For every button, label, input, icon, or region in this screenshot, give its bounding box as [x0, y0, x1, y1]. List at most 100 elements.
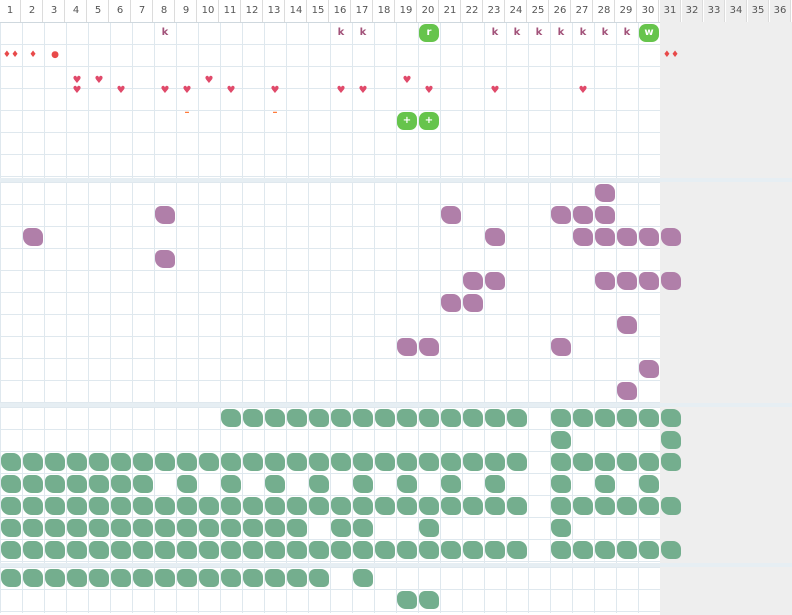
green-entry[interactable] [309, 541, 329, 559]
green-entry[interactable] [639, 541, 659, 559]
purple-entry[interactable] [661, 272, 681, 290]
green-entry[interactable] [353, 453, 373, 471]
green-entry[interactable] [309, 497, 329, 515]
k-marker[interactable]: k [579, 27, 587, 38]
purple-entry[interactable] [551, 338, 571, 356]
green-entry[interactable] [89, 541, 109, 559]
green-entry[interactable] [463, 453, 483, 471]
k-marker[interactable]: k [557, 27, 565, 38]
green-entry[interactable] [45, 453, 65, 471]
green-entry[interactable] [463, 409, 483, 427]
green-entry[interactable] [45, 569, 65, 587]
heart-marker[interactable]: ♥ [402, 75, 412, 86]
green-entry[interactable] [221, 497, 241, 515]
green-entry[interactable] [177, 497, 197, 515]
purple-entry[interactable] [23, 228, 43, 246]
green-entry[interactable] [661, 431, 681, 449]
purple-entry[interactable] [155, 206, 175, 224]
heart-marker[interactable]: ♥ [204, 75, 214, 86]
green-entry[interactable] [419, 453, 439, 471]
green-entry[interactable] [639, 409, 659, 427]
green-entry[interactable] [265, 409, 285, 427]
purple-entry[interactable] [441, 294, 461, 312]
green-entry[interactable] [595, 475, 615, 493]
purple-entry[interactable] [551, 206, 571, 224]
green-entry[interactable] [419, 541, 439, 559]
dash-marker[interactable]: – [272, 107, 278, 118]
green-entry[interactable] [243, 569, 263, 587]
green-entry[interactable] [573, 497, 593, 515]
green-entry[interactable] [595, 541, 615, 559]
purple-entry[interactable] [485, 272, 505, 290]
green-entry[interactable] [67, 497, 87, 515]
green-entry[interactable] [573, 453, 593, 471]
green-entry[interactable] [331, 453, 351, 471]
green-entry[interactable] [23, 519, 43, 537]
green-entry[interactable] [287, 519, 307, 537]
green-entry[interactable] [243, 497, 263, 515]
green-entry[interactable] [661, 409, 681, 427]
green-entry[interactable] [441, 409, 461, 427]
green-entry[interactable] [353, 519, 373, 537]
green-entry[interactable] [111, 453, 131, 471]
k-marker[interactable]: k [513, 27, 521, 38]
green-entry[interactable] [595, 409, 615, 427]
green-entry[interactable] [573, 541, 593, 559]
green-entry[interactable] [67, 519, 87, 537]
green-entry[interactable] [23, 497, 43, 515]
green-entry[interactable] [661, 453, 681, 471]
drop-marker[interactable]: ♦♦ [662, 50, 680, 60]
green-entry[interactable] [551, 519, 571, 537]
green-entry[interactable] [441, 497, 461, 515]
purple-entry[interactable] [573, 228, 593, 246]
green-entry[interactable] [221, 453, 241, 471]
green-entry[interactable] [111, 475, 131, 493]
green-entry[interactable] [89, 453, 109, 471]
green-entry[interactable] [1, 519, 21, 537]
green-entry[interactable] [331, 519, 351, 537]
purple-entry[interactable] [617, 382, 637, 400]
green-entry[interactable] [265, 519, 285, 537]
green-entry[interactable] [67, 475, 87, 493]
k-marker[interactable]: k [601, 27, 609, 38]
green-entry[interactable] [375, 497, 395, 515]
green-entry[interactable] [1, 497, 21, 515]
purple-entry[interactable] [617, 316, 637, 334]
green-entry[interactable] [551, 497, 571, 515]
green-entry[interactable] [155, 541, 175, 559]
green-entry[interactable] [617, 541, 637, 559]
green-entry[interactable] [111, 519, 131, 537]
green-entry[interactable] [287, 409, 307, 427]
green-entry[interactable] [375, 453, 395, 471]
green-tag[interactable]: w [639, 24, 659, 42]
heart-marker[interactable]: ♥ [160, 85, 170, 96]
green-entry[interactable] [45, 519, 65, 537]
k-marker[interactable]: k [161, 27, 169, 38]
green-entry[interactable] [199, 519, 219, 537]
green-entry[interactable] [331, 409, 351, 427]
green-entry[interactable] [45, 475, 65, 493]
heart-marker[interactable]: ♥ [270, 85, 280, 96]
green-entry[interactable] [199, 453, 219, 471]
green-entry[interactable] [331, 541, 351, 559]
green-entry[interactable] [221, 475, 241, 493]
green-entry[interactable] [265, 453, 285, 471]
purple-entry[interactable] [639, 360, 659, 378]
green-entry[interactable] [287, 497, 307, 515]
green-entry[interactable] [133, 569, 153, 587]
green-entry[interactable] [155, 519, 175, 537]
green-entry[interactable] [485, 453, 505, 471]
green-entry[interactable] [133, 541, 153, 559]
green-entry[interactable] [155, 453, 175, 471]
green-entry[interactable] [331, 497, 351, 515]
green-entry[interactable] [353, 409, 373, 427]
green-tag[interactable]: + [419, 112, 439, 130]
k-marker[interactable]: k [337, 27, 345, 38]
purple-entry[interactable] [463, 294, 483, 312]
green-entry[interactable] [419, 591, 439, 609]
green-entry[interactable] [89, 569, 109, 587]
green-entry[interactable] [221, 409, 241, 427]
green-entry[interactable] [397, 591, 417, 609]
purple-entry[interactable] [463, 272, 483, 290]
purple-entry[interactable] [573, 206, 593, 224]
